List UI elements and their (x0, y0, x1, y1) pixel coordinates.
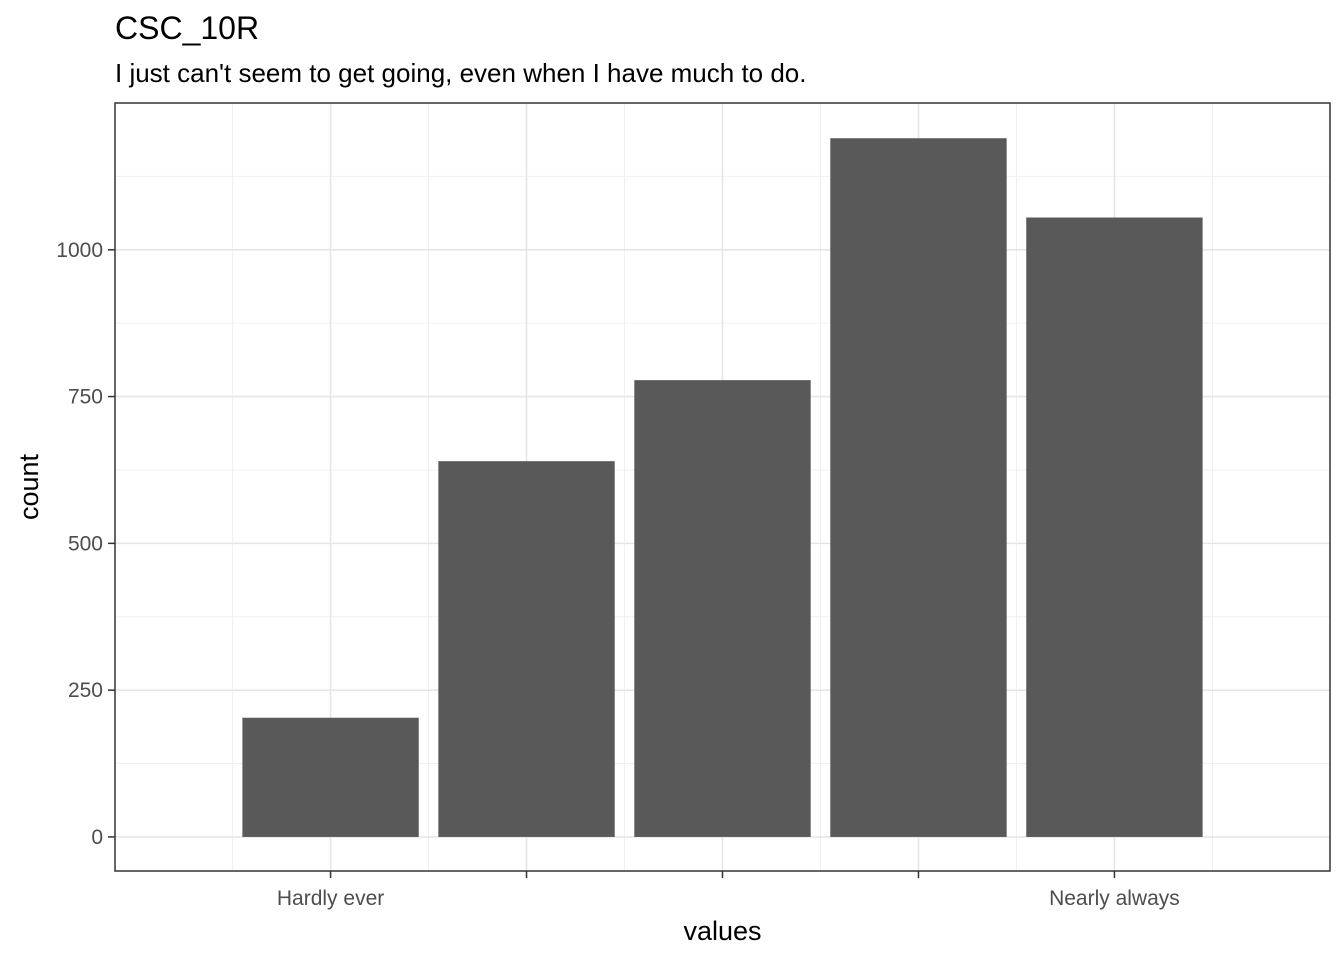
y-axis-ticks: 0 250 500 750 1000 (56, 239, 115, 849)
bar-5 (1026, 217, 1203, 837)
y-tick-label: 750 (68, 386, 103, 409)
x-axis-title: values (683, 916, 761, 946)
chart-title: CSC_10R (115, 10, 260, 46)
bar-3 (634, 380, 811, 837)
bar-1 (242, 717, 419, 837)
chart-subtitle: I just can't seem to get going, even whe… (115, 58, 807, 88)
bar-2 (438, 461, 615, 837)
x-tick-label: Nearly always (1049, 887, 1180, 910)
y-tick-label: 1000 (56, 239, 103, 262)
y-tick-label: 0 (91, 826, 103, 849)
x-axis-ticks: Hardly ever Nearly always (277, 871, 1180, 910)
y-tick-label: 250 (68, 679, 103, 702)
x-tick-label: Hardly ever (277, 887, 384, 910)
bar-4 (830, 138, 1007, 837)
bars (242, 138, 1203, 837)
y-axis-title: count (14, 453, 44, 520)
y-tick-label: 500 (68, 532, 103, 555)
